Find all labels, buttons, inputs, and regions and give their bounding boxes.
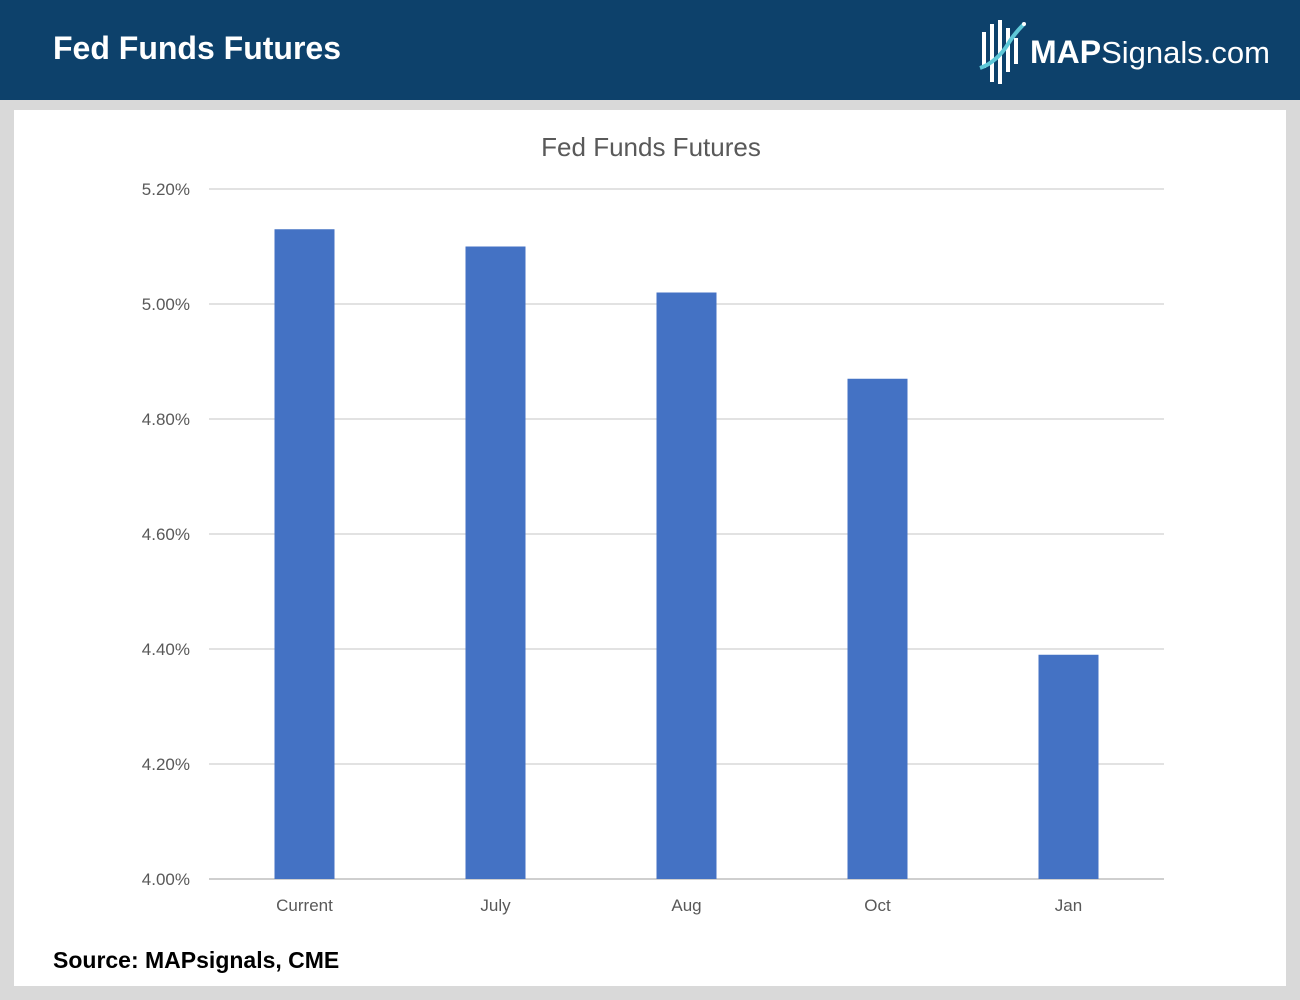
x-tick-label: Oct bbox=[864, 896, 891, 915]
chart-card: Fed Funds Futures 4.00% 4.20% 4.40% 4.60% 4.… bbox=[14, 110, 1286, 986]
bar-current bbox=[274, 229, 335, 879]
x-tick-label: July bbox=[480, 896, 511, 915]
chart-title: Fed Funds Futures bbox=[541, 132, 761, 162]
bar-july bbox=[465, 246, 526, 879]
brand-name-rest: Signals.com bbox=[1101, 35, 1270, 70]
brand-name: MAPSignals.com bbox=[1030, 34, 1270, 71]
bar-oct bbox=[847, 378, 908, 879]
y-tick-label: 5.20% bbox=[142, 180, 190, 199]
mapsignals-logo-icon bbox=[979, 20, 1026, 84]
y-tick-label: 5.00% bbox=[142, 295, 190, 314]
header-title: Fed Funds Futures bbox=[53, 30, 341, 66]
bar-jan bbox=[1038, 654, 1099, 879]
bar-chart: Fed Funds Futures 4.00% 4.20% 4.40% 4.60% 4.… bbox=[142, 132, 1164, 915]
y-tick-label: 4.60% bbox=[142, 525, 190, 544]
y-tick-label: 4.40% bbox=[142, 640, 190, 659]
x-tick-label: Current bbox=[276, 896, 333, 915]
y-tick-label: 4.00% bbox=[142, 870, 190, 889]
y-tick-label: 4.80% bbox=[142, 410, 190, 429]
x-tick-label: Jan bbox=[1055, 896, 1082, 915]
brand: MAPSignals.com bbox=[978, 18, 1278, 86]
source-note: Source: MAPsignals, CME bbox=[53, 947, 340, 973]
y-tick-label: 4.20% bbox=[142, 755, 190, 774]
brand-name-bold: MAP bbox=[1030, 34, 1102, 70]
x-tick-label: Aug bbox=[671, 896, 701, 915]
header-bar: Fed Funds Futures MAPSignals.com bbox=[0, 0, 1300, 100]
bar-aug bbox=[656, 292, 717, 879]
